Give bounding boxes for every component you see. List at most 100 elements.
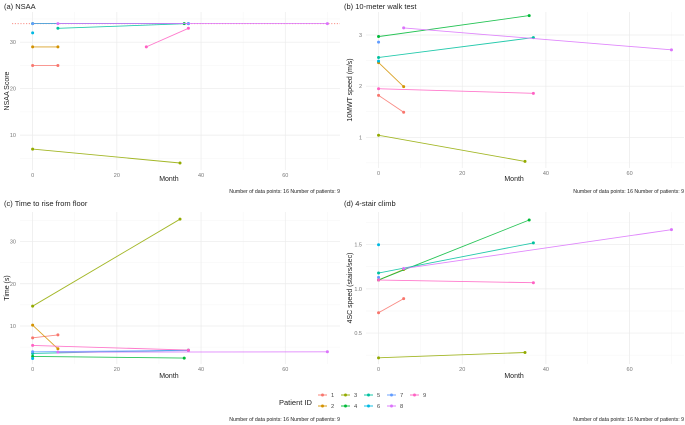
series-patient-7 xyxy=(377,275,381,279)
data-point xyxy=(56,347,60,351)
y-axis-label: 10MWT speed (m/s) xyxy=(347,58,354,121)
data-point xyxy=(377,275,381,279)
data-point xyxy=(144,45,148,49)
y-tick-label: 1 xyxy=(359,135,362,141)
series-patient-5 xyxy=(377,241,535,275)
y-tick-label: 0.5 xyxy=(354,331,362,337)
data-point xyxy=(31,304,35,308)
legend-label: 1 xyxy=(331,393,334,399)
data-point xyxy=(56,63,60,67)
data-count-note: Number of data points: 16 Number of pati… xyxy=(573,189,684,195)
series-patient-1 xyxy=(31,63,60,67)
data-point xyxy=(56,22,60,26)
data-point xyxy=(669,48,673,52)
series-line xyxy=(378,62,405,88)
legend-key-point xyxy=(321,404,324,408)
legend-key-point xyxy=(390,393,393,397)
data-point xyxy=(402,85,406,89)
series-line xyxy=(146,27,189,48)
data-point xyxy=(56,26,60,30)
series-patient-8 xyxy=(402,228,673,271)
series-line xyxy=(32,148,181,164)
legend-label: 7 xyxy=(400,393,403,399)
series-patient-9 xyxy=(377,278,535,285)
data-point xyxy=(178,161,182,165)
data-point xyxy=(377,40,381,44)
data-point xyxy=(377,243,381,247)
series-patient-2 xyxy=(31,45,60,49)
data-point xyxy=(402,267,406,271)
legend-title: Patient ID xyxy=(279,398,313,407)
series-line xyxy=(32,218,181,307)
series-patient-8 xyxy=(402,26,673,52)
data-point xyxy=(56,333,60,337)
y-axis-label: 4SC speed (stairs/sec) xyxy=(347,253,354,324)
data-point xyxy=(377,35,381,39)
data-point xyxy=(56,350,60,354)
series-line xyxy=(378,88,534,94)
series-patient-9 xyxy=(144,26,190,49)
data-point xyxy=(377,133,381,137)
legend: Patient ID 1 2 3 4 5 6 7 8 9 xyxy=(279,393,426,410)
legend-key-point xyxy=(367,404,370,408)
series-patient-6 xyxy=(377,59,381,63)
data-count-note: Number of data points: 16 Number of pati… xyxy=(573,417,684,423)
series-line xyxy=(378,242,534,274)
y-tick-label: 1.0 xyxy=(354,287,362,293)
data-point xyxy=(31,357,35,361)
y-tick-label: 10 xyxy=(10,324,16,330)
data-point xyxy=(377,271,381,275)
x-tick-label: 0 xyxy=(31,173,34,179)
data-point xyxy=(531,241,535,245)
series-line xyxy=(378,95,404,113)
legend-item-2: 2 xyxy=(318,404,334,410)
data-point xyxy=(531,281,535,285)
series-line xyxy=(403,229,672,270)
series-line xyxy=(57,23,189,29)
x-tick-label: 0 xyxy=(377,367,380,373)
series-line xyxy=(32,324,59,350)
series-patient-2 xyxy=(377,61,406,89)
data-point xyxy=(186,26,190,30)
series-line xyxy=(378,219,530,281)
series-patient-4 xyxy=(31,354,186,360)
series-patient-1 xyxy=(377,297,406,315)
series-line xyxy=(32,334,58,339)
legend-item-8: 8 xyxy=(387,404,403,410)
data-point xyxy=(325,350,329,354)
legend-item-4: 4 xyxy=(341,404,358,410)
data-point xyxy=(527,14,531,18)
data-point xyxy=(531,91,535,95)
x-tick-label: 0 xyxy=(377,171,380,177)
x-tick-label: 20 xyxy=(459,171,465,177)
data-point xyxy=(527,218,531,222)
series-patient-6 xyxy=(377,243,381,247)
x-tick-label: 60 xyxy=(627,171,633,177)
data-point xyxy=(31,22,35,26)
panel-b: 0 20 40 60 1 2 3 (b) 10-meter walk test Month 10M… xyxy=(344,2,684,195)
x-tick-label: 60 xyxy=(627,367,633,373)
data-point xyxy=(31,147,35,151)
data-point xyxy=(523,351,527,355)
y-tick-label: 20 xyxy=(10,282,16,288)
y-axis-label: Time (s) xyxy=(4,275,11,300)
series-line xyxy=(378,15,530,38)
data-point xyxy=(56,45,60,49)
series-patient-3 xyxy=(31,147,182,165)
data-point xyxy=(377,56,381,60)
series-line xyxy=(378,298,404,314)
series-line xyxy=(378,279,534,284)
legend-label: 3 xyxy=(354,393,357,399)
data-point xyxy=(377,93,381,97)
data-point xyxy=(178,217,182,221)
data-point xyxy=(377,356,381,360)
y-tick-label: 30 xyxy=(10,40,16,46)
data-point xyxy=(669,228,673,232)
legend-label: 4 xyxy=(354,404,358,410)
legend-key-point xyxy=(413,393,416,397)
legend-key-point xyxy=(367,393,370,397)
data-point xyxy=(186,348,190,352)
legend-item-1: 1 xyxy=(318,393,334,399)
legend-label: 5 xyxy=(377,393,380,399)
